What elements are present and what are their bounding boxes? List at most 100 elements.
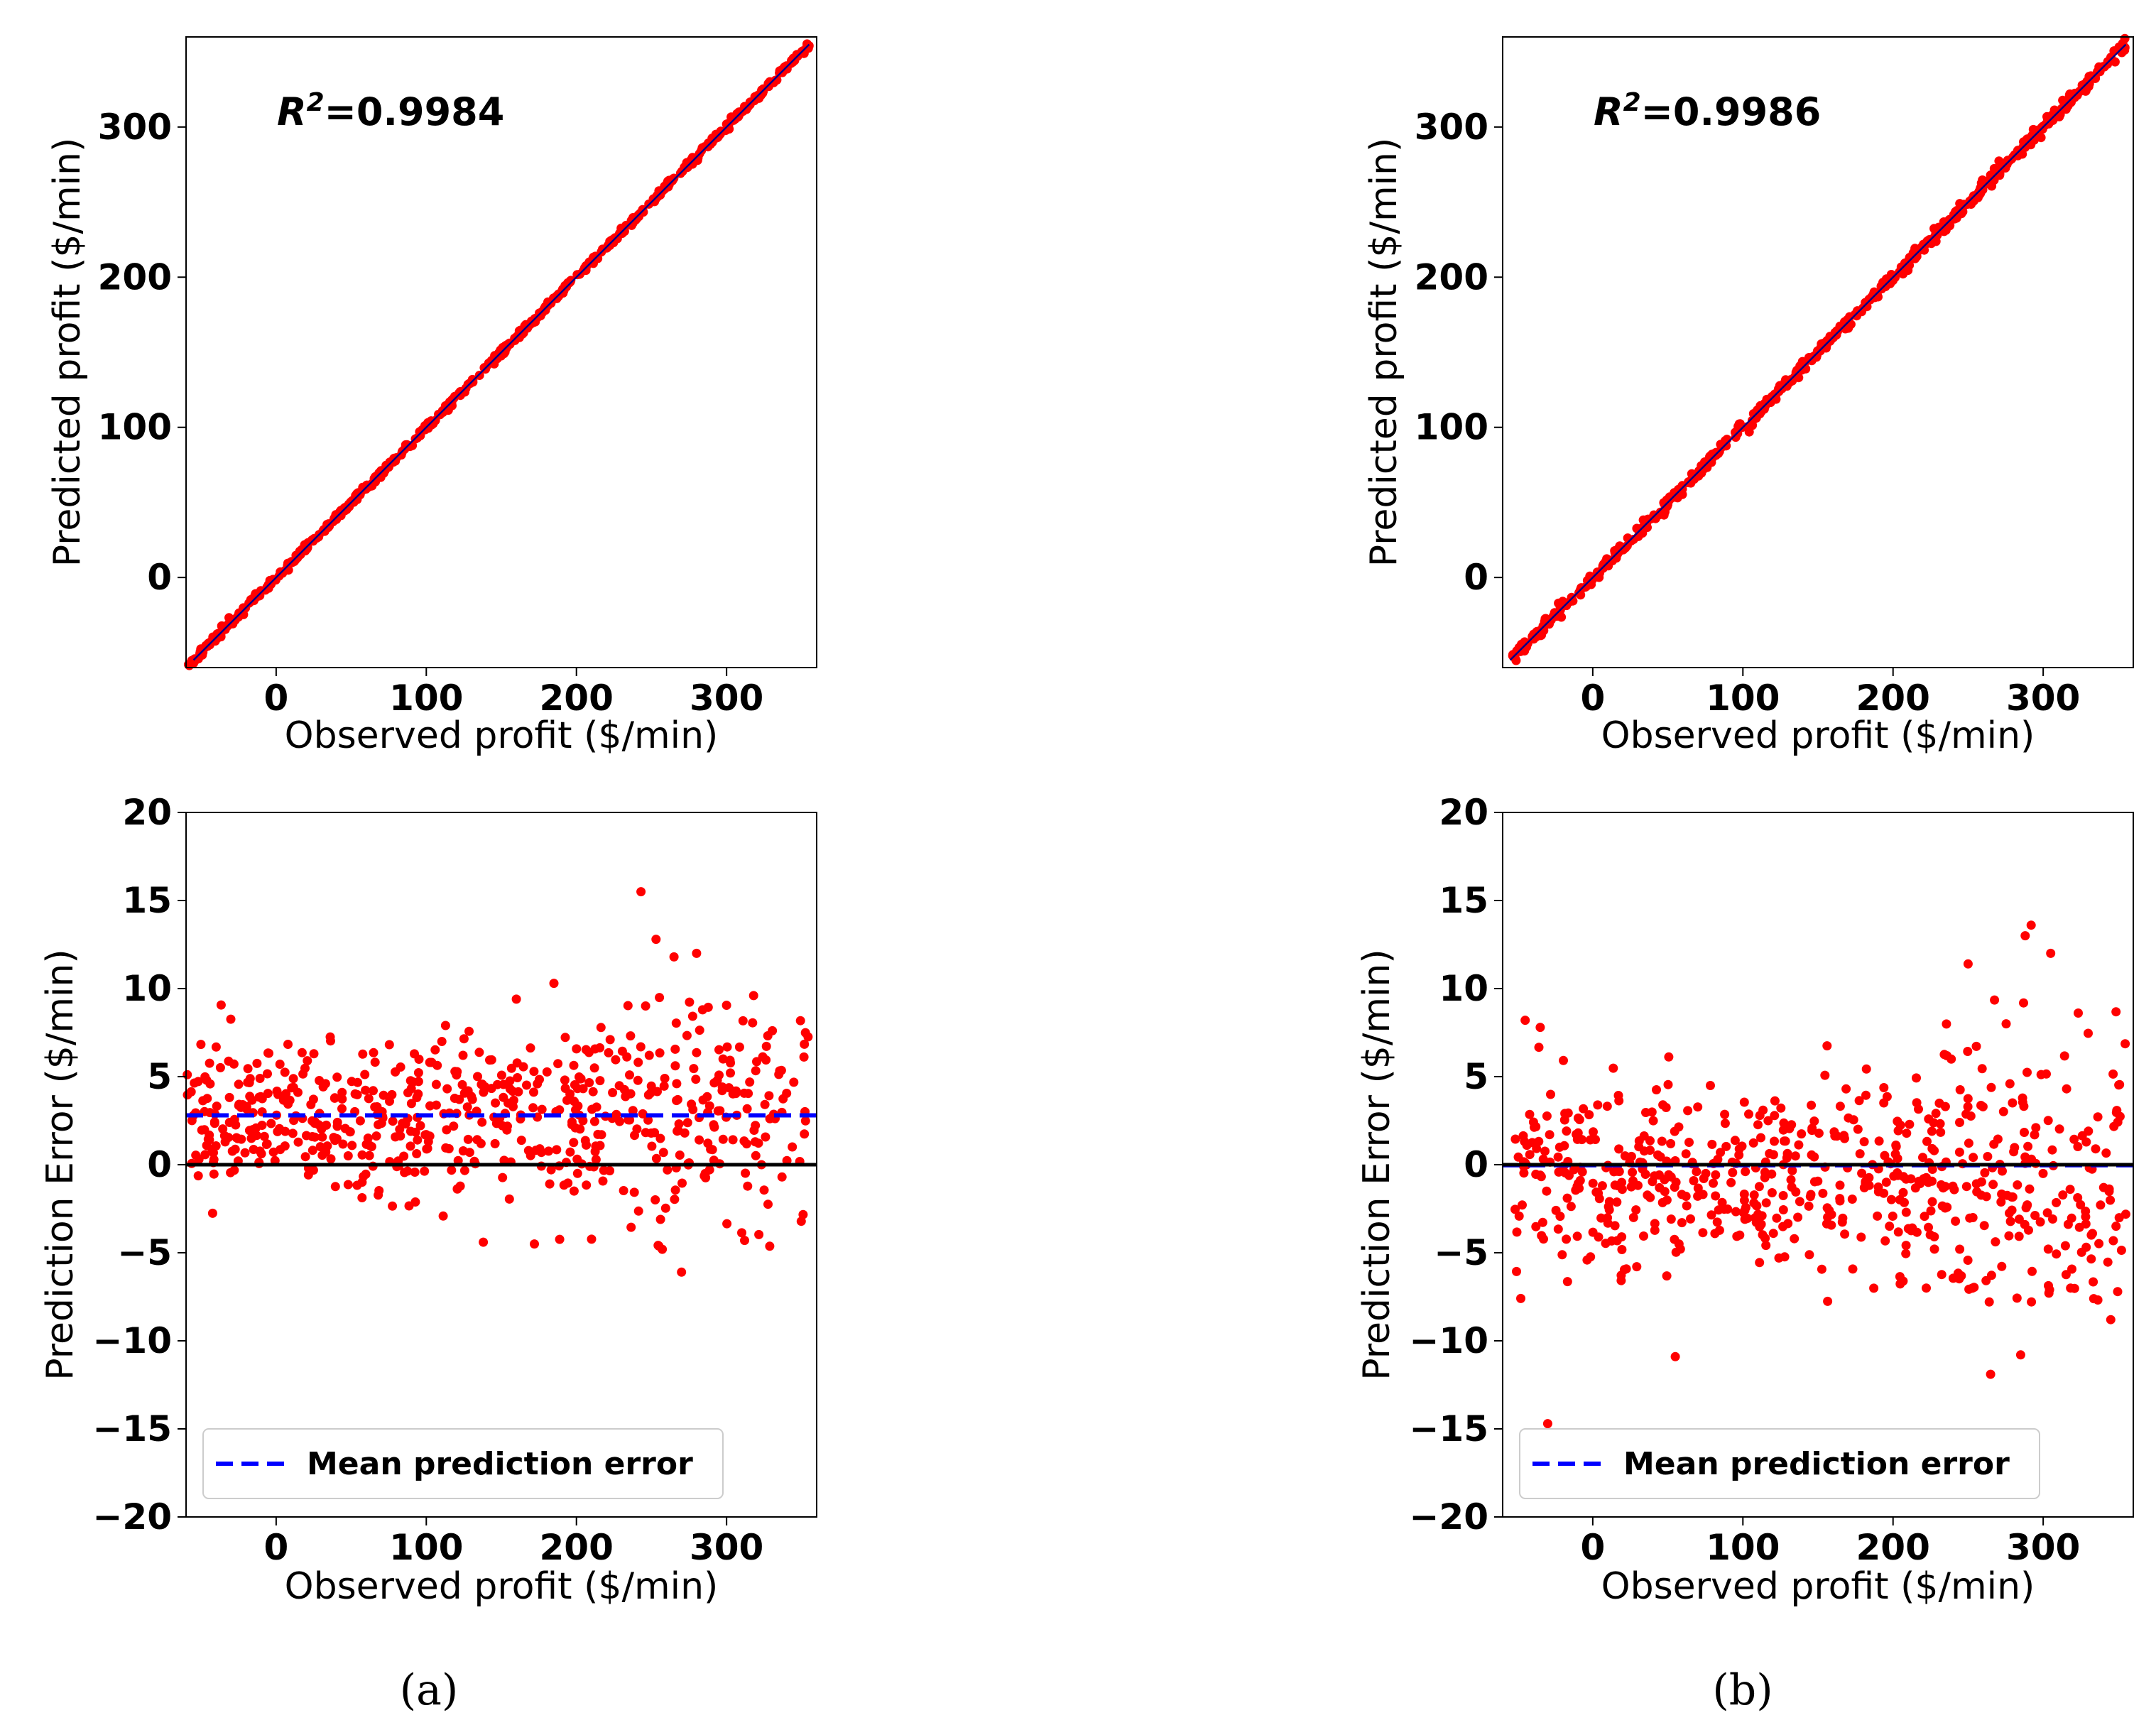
data-point: [1898, 1187, 1908, 1197]
data-point: [332, 1133, 342, 1143]
data-point: [1587, 575, 1597, 584]
data-point: [638, 207, 648, 217]
data-point: [1901, 1207, 1911, 1217]
data-point: [1902, 1128, 1912, 1138]
data-point: [369, 1048, 379, 1057]
data-point: [1763, 1116, 1773, 1126]
data-point: [215, 1062, 225, 1072]
data-point: [1575, 589, 1584, 599]
data-point: [675, 1150, 685, 1160]
data-point: [1677, 481, 1687, 491]
data-point: [777, 1172, 787, 1182]
data-point: [1562, 601, 1572, 611]
data-point: [440, 1021, 450, 1030]
data-point: [789, 1077, 799, 1087]
data-point: [467, 374, 477, 384]
x-axis-label: Observed profit ($/min): [1601, 714, 2035, 757]
data-point: [2047, 1145, 2057, 1155]
data-point: [1674, 1239, 1684, 1249]
y-tick-label: −20: [93, 1496, 172, 1538]
data-point: [306, 1099, 316, 1109]
data-point: [713, 1106, 723, 1116]
data-point: [2036, 1070, 2046, 1079]
data-point: [462, 1102, 472, 1112]
data-point: [587, 1104, 597, 1114]
data-point: [1542, 1186, 1552, 1196]
data-point: [1588, 1178, 1598, 1188]
x-tick-label: 200: [540, 678, 614, 719]
data-point: [1616, 1271, 1626, 1280]
data-point: [1966, 1111, 1976, 1121]
data-point: [1793, 1212, 1803, 1222]
data-point: [1664, 1052, 1674, 1062]
data-point: [1650, 1219, 1660, 1229]
data-point: [317, 1132, 327, 1142]
data-point: [1706, 457, 1716, 467]
data-point: [1663, 1079, 1673, 1089]
data-point: [1955, 1244, 1965, 1254]
data-point: [459, 1034, 469, 1044]
data-point: [1809, 1177, 1819, 1187]
data-point: [738, 1016, 748, 1026]
data-point: [1935, 1119, 1945, 1128]
data-point: [728, 1135, 738, 1145]
data-point: [741, 1168, 751, 1178]
data-point: [1779, 1136, 1789, 1146]
y-tick-label: 15: [1439, 880, 1488, 921]
data-point: [1822, 1203, 1832, 1213]
data-point: [1641, 1108, 1650, 1117]
data-point: [578, 1116, 588, 1126]
data-point: [479, 1237, 489, 1247]
data-point: [2062, 1084, 2071, 1094]
data-point: [1563, 1108, 1573, 1118]
lines-group: [192, 43, 810, 661]
data-point: [1966, 200, 1976, 209]
data-point: [1922, 1136, 1932, 1146]
data-point: [503, 1121, 512, 1131]
data-point: [1559, 1055, 1568, 1065]
data-point: [1585, 1135, 1595, 1145]
data-point: [1721, 441, 1731, 451]
data-point: [364, 1094, 374, 1104]
data-point: [1754, 1182, 1764, 1192]
data-point: [1566, 1202, 1576, 1212]
data-point: [236, 1134, 246, 1144]
data-point: [187, 655, 197, 665]
data-point: [575, 1124, 585, 1134]
data-point: [1859, 1137, 1869, 1147]
data-point: [647, 1141, 657, 1151]
data-point: [442, 1125, 452, 1135]
data-point: [1579, 1104, 1589, 1114]
data-point: [280, 1141, 290, 1151]
data-point: [575, 1074, 585, 1084]
data-point: [256, 1149, 266, 1159]
data-point: [1804, 1201, 1814, 1211]
data-point: [1734, 419, 1744, 429]
data-point: [726, 1068, 735, 1078]
data-point: [454, 388, 464, 398]
data-point: [412, 1149, 422, 1158]
data-point: [2081, 1137, 2091, 1147]
data-point: [544, 1146, 553, 1156]
data-point: [1760, 1234, 1770, 1243]
ticks-group: 0 100 200 300 −20 −15 −10 −5 0 5 10 15 20: [93, 792, 764, 1568]
data-point: [560, 1075, 570, 1085]
data-point: [1698, 1190, 1708, 1199]
data-point: [1531, 1122, 1541, 1131]
data-point: [1893, 1126, 1903, 1136]
data-point: [364, 1150, 374, 1160]
data-point: [2030, 1130, 2040, 1140]
data-point: [691, 1075, 701, 1084]
data-point: [658, 1244, 668, 1254]
data-point: [739, 1136, 749, 1146]
data-point: [320, 1079, 330, 1089]
data-point: [220, 1137, 230, 1147]
data-point: [1618, 545, 1628, 555]
data-point: [1948, 1273, 1958, 1283]
data-point: [212, 1101, 222, 1111]
data-point: [1948, 1181, 1958, 1191]
data-point: [2081, 1207, 2091, 1216]
data-point: [604, 1048, 614, 1057]
data-point: [800, 1116, 810, 1126]
data-point: [1886, 1195, 1896, 1204]
